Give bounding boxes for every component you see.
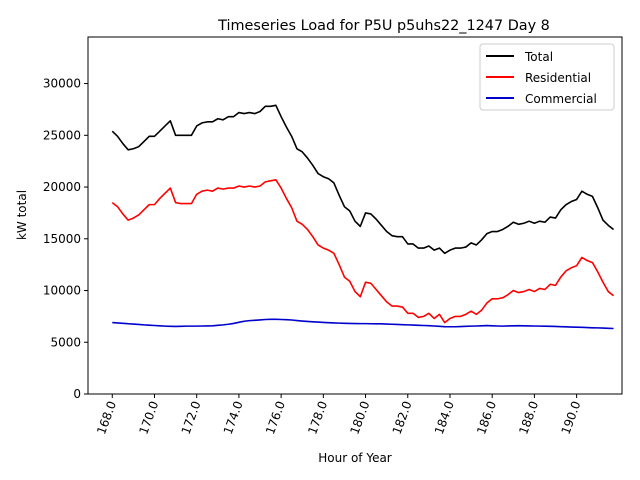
- y-tick-label: 15000: [43, 232, 81, 246]
- legend-label-commercial: Commercial: [525, 92, 597, 106]
- series-line-commercial: [112, 318, 614, 330]
- x-axis-label: Hour of Year: [318, 451, 392, 465]
- y-tick-label: 10000: [43, 284, 81, 298]
- plot-area-frame: [87, 36, 623, 395]
- y-tick-label: 5000: [50, 335, 81, 349]
- legend-label-residential: Residential: [525, 71, 591, 85]
- chart-title: Timeseries Load for P5U p5uhs22_1247 Day…: [217, 18, 550, 34]
- legend-label-total: Total: [524, 50, 553, 64]
- y-tick-label: 0: [73, 387, 81, 401]
- y-tick-label: 25000: [43, 128, 81, 142]
- y-axis-ticks: 0 5000 10000 15000 20000 25000 30000: [43, 77, 88, 401]
- legend-box: [479, 43, 615, 111]
- y-axis-label: kW total: [15, 190, 29, 240]
- legend: Total Residential Commercial: [479, 43, 615, 111]
- series-line-residential: [111, 179, 615, 324]
- series-line-total: [111, 104, 615, 255]
- series-layer: [111, 104, 615, 330]
- y-tick-label: 30000: [43, 77, 81, 91]
- y-tick-label: 20000: [43, 180, 81, 194]
